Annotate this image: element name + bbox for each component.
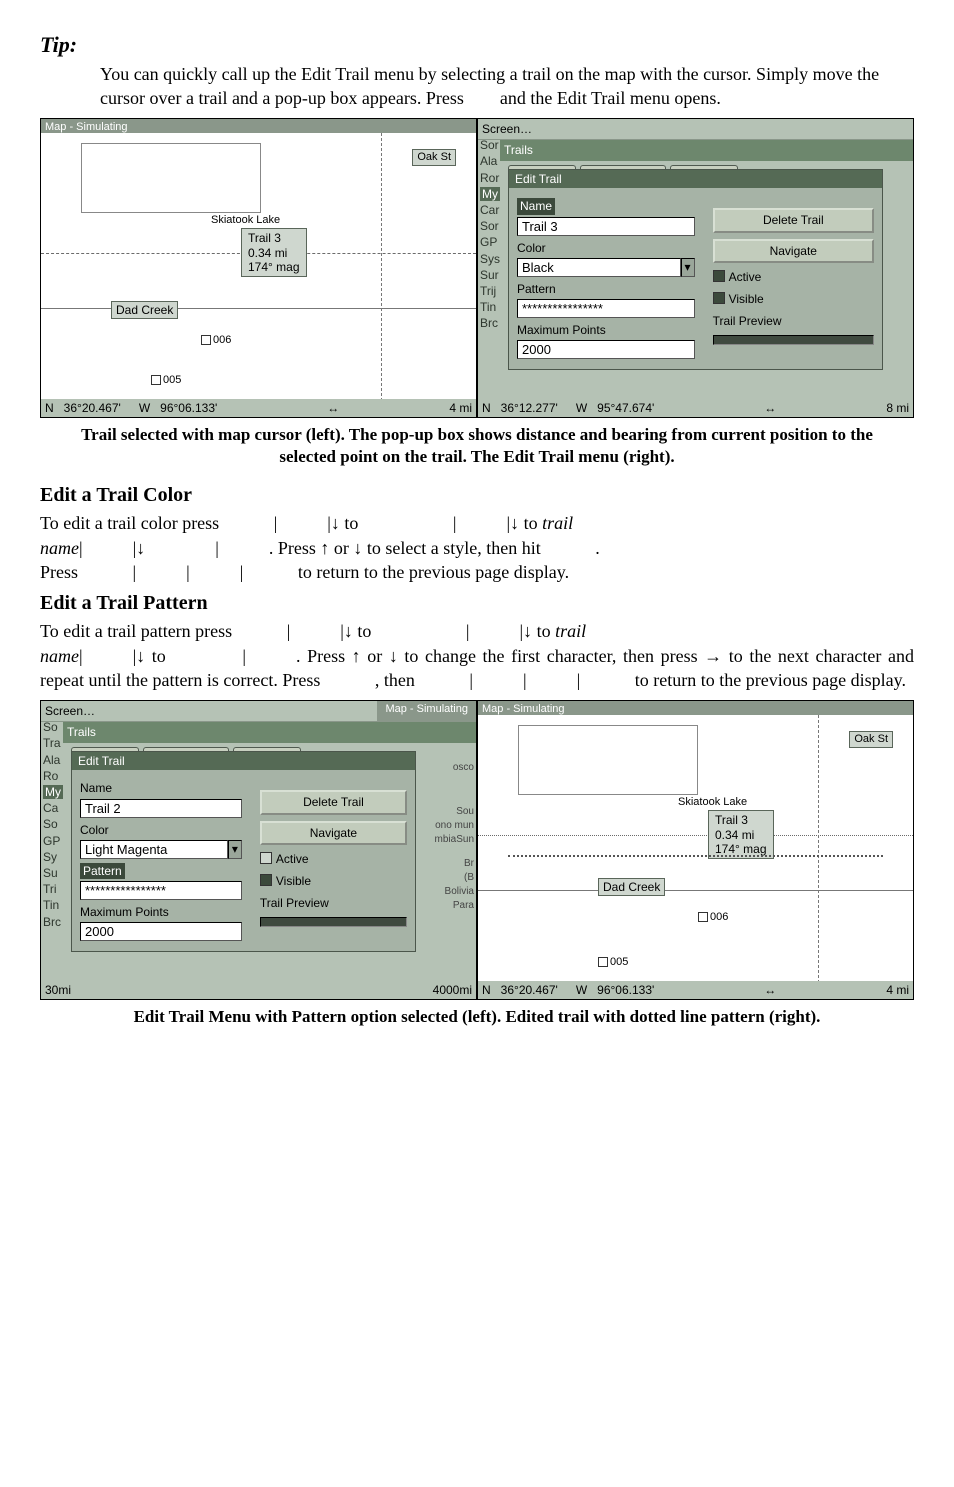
map-right: Map - Simulating Oak St Skiatook Lake Tr… xyxy=(477,700,914,1000)
road-label: Oak St xyxy=(412,149,456,166)
panel-title: Edit Trail xyxy=(72,752,415,770)
visible-checkbox[interactable]: Visible xyxy=(713,291,874,307)
name-input[interactable] xyxy=(517,217,695,236)
preview-label: Trail Preview xyxy=(713,313,874,329)
pattern-input[interactable] xyxy=(80,881,242,900)
tip-body: You can quickly call up the Edit Trail m… xyxy=(100,62,914,111)
edit-trail-panel: Edit Trail Name Color ▾ Pattern Maximum … xyxy=(508,169,883,370)
map-statusbar: N 36°20.467' W 96°06.133' ↔ 4 mi xyxy=(478,981,913,999)
delete-trail-button[interactable]: Delete Trail xyxy=(713,208,874,232)
waypoint-005: 005 xyxy=(598,955,628,970)
max-points-input[interactable] xyxy=(80,922,242,941)
active-checkbox[interactable]: Active xyxy=(260,851,407,867)
name-input[interactable] xyxy=(80,799,242,818)
name-label: Name xyxy=(517,198,555,214)
popup-bearing: 174° mag xyxy=(248,260,300,274)
edit-color-procedure: To edit a trail color press ||↓ to ||↓ t… xyxy=(40,511,914,584)
waypoint-006: 006 xyxy=(698,910,728,925)
color-label: Color xyxy=(80,822,242,838)
chevron-down-icon[interactable]: ▾ xyxy=(681,258,695,277)
delete-trail-button[interactable]: Delete Trail xyxy=(260,790,407,814)
edit-pattern-heading: Edit a Trail Pattern xyxy=(40,590,914,617)
popup-dist: 0.34 mi xyxy=(248,246,300,260)
dlg-statusbar: N 36°12.277' W 95°47.674' ↔ 8 mi xyxy=(478,399,913,417)
map-left: Map - Simulating Oak St Skiatook Lake Tr… xyxy=(40,118,477,418)
name-label: Name xyxy=(80,780,242,796)
screen-menu[interactable]: Screen… xyxy=(478,119,913,140)
color-select[interactable] xyxy=(80,840,228,859)
scale: 8 mi xyxy=(886,400,909,416)
dad-creek-label: Dad Creek xyxy=(598,878,665,896)
trail-preview xyxy=(260,917,407,927)
figure-2-caption: Edit Trail Menu with Pattern option sele… xyxy=(80,1006,874,1028)
color-select[interactable] xyxy=(517,258,681,277)
waypoint-005: 005 xyxy=(151,373,181,388)
lon: W 95°47.674' xyxy=(576,400,654,416)
lon: W 96°06.133' xyxy=(139,400,217,416)
popup-bearing: 174° mag xyxy=(715,842,767,856)
screen-menu[interactable]: Screen… xyxy=(41,701,377,722)
color-label: Color xyxy=(517,240,695,256)
pattern-label: Pattern xyxy=(80,863,125,879)
popup-dist: 0.34 mi xyxy=(715,828,767,842)
edit-trail-panel: Edit Trail Name Color ▾ Pattern Maximum … xyxy=(71,751,416,952)
lat: N 36°20.467' xyxy=(482,982,558,998)
map-statusbar: N 36°20.467' W 96°06.133' ↔ 4 mi xyxy=(41,399,476,417)
edit-trail-dialog-left: Screen… Map - Simulating SoTraAlaRoMyCaS… xyxy=(40,700,477,1000)
lake-label: Skiatook Lake xyxy=(678,795,747,810)
scale-left: 30mi xyxy=(45,982,71,998)
pattern-label: Pattern xyxy=(517,281,695,297)
lake-label: Skiatook Lake xyxy=(211,213,280,228)
edit-pattern-procedure: To edit a trail pattern press ||↓ to ||↓… xyxy=(40,619,914,692)
preview-label: Trail Preview xyxy=(260,895,407,911)
active-checkbox[interactable]: Active xyxy=(713,269,874,285)
lat: N 36°20.467' xyxy=(45,400,121,416)
trails-tab[interactable]: Trails xyxy=(500,140,913,160)
trails-tab[interactable]: Trails xyxy=(63,722,476,742)
chevron-down-icon[interactable]: ▾ xyxy=(228,840,242,859)
figure-1: Map - Simulating Oak St Skiatook Lake Tr… xyxy=(40,118,914,418)
bg-text-right: oscoSouono munmbiaSunBr(BBoliviaPara xyxy=(435,761,474,913)
lon: W 96°06.133' xyxy=(576,982,654,998)
tip-heading: Tip: xyxy=(40,30,914,60)
edit-color-heading: Edit a Trail Color xyxy=(40,482,914,509)
figure-2: Screen… Map - Simulating SoTraAlaRoMyCaS… xyxy=(40,700,914,1000)
scale-right: 4000mi xyxy=(433,982,472,998)
trail-preview xyxy=(713,335,874,345)
max-points-input[interactable] xyxy=(517,340,695,359)
dlg-statusbar: 30mi 4000mi xyxy=(41,981,476,999)
navigate-button[interactable]: Navigate xyxy=(260,821,407,845)
scale: 4 mi xyxy=(886,982,909,998)
waypoint-006: 006 xyxy=(201,333,231,348)
trail-popup: Trail 3 0.34 mi 174° mag xyxy=(708,810,774,859)
panel-title: Edit Trail xyxy=(509,170,882,188)
lat: N 36°12.277' xyxy=(482,400,558,416)
bg-menu-fragments: SorAlaRorMyCarSorGPSysSurTrijTinBrc xyxy=(480,137,500,331)
dad-creek-label: Dad Creek xyxy=(111,301,178,319)
edit-trail-dialog-right: Screen… SorAlaRorMyCarSorGPSysSurTrijTin… xyxy=(477,118,914,418)
visible-checkbox[interactable]: Visible xyxy=(260,873,407,889)
map-titlebar: Map - Simulating xyxy=(377,701,476,722)
road-label: Oak St xyxy=(849,731,893,748)
navigate-button[interactable]: Navigate xyxy=(713,239,874,263)
popup-name: Trail 3 xyxy=(715,813,767,827)
trail-popup: Trail 3 0.34 mi 174° mag xyxy=(241,228,307,277)
scale: 4 mi xyxy=(449,400,472,416)
max-points-label: Maximum Points xyxy=(80,904,242,920)
max-points-label: Maximum Points xyxy=(517,322,695,338)
pattern-input[interactable] xyxy=(517,299,695,318)
figure-1-caption: Trail selected with map cursor (left). T… xyxy=(80,424,874,468)
bg-menu-fragments: SoTraAlaRoMyCaSoGPSySuTriTinBrc xyxy=(43,719,63,929)
popup-name: Trail 3 xyxy=(248,231,300,245)
